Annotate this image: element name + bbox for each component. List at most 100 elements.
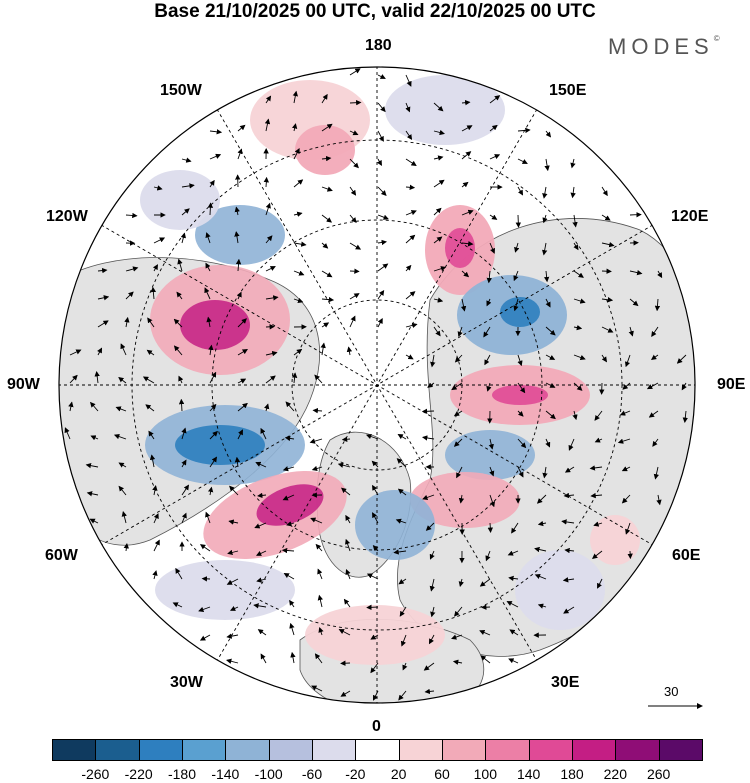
modes-logo: MODES© <box>608 34 720 59</box>
wind-vector <box>321 270 333 278</box>
wind-vector <box>349 99 362 106</box>
wind-vector <box>68 401 74 412</box>
lon-label-150e: 150E <box>549 82 587 99</box>
wind-vector <box>365 433 379 440</box>
wind-vector <box>321 123 333 132</box>
wind-vector <box>460 298 467 312</box>
wind-vector <box>321 296 335 303</box>
wind-vector <box>422 435 435 441</box>
legend-tick-label: -220 <box>124 766 153 782</box>
wind-vector <box>397 434 407 440</box>
wind-vector <box>545 382 556 388</box>
wind-vector <box>573 298 586 304</box>
wind-vector <box>311 685 323 692</box>
wind-vector <box>517 127 531 134</box>
wind-vector <box>90 401 99 412</box>
wind-vector <box>69 374 78 384</box>
wind-vector <box>256 577 267 583</box>
legend-swatch <box>572 739 617 761</box>
wind-vector <box>451 634 463 640</box>
wind-vector <box>489 466 495 477</box>
lon-label-120e: 120E <box>671 208 709 225</box>
wind-vector <box>181 459 187 468</box>
wind-vector <box>601 186 608 197</box>
wind-vector <box>255 550 267 556</box>
wind-vector <box>542 186 548 199</box>
wind-vector <box>405 234 416 244</box>
lon-label-90e: 90E <box>717 376 746 393</box>
wind-vector <box>89 518 99 524</box>
wind-vector <box>429 550 435 560</box>
wind-vector <box>321 155 332 162</box>
color-scale-legend <box>52 739 703 761</box>
wind-vector <box>289 599 295 608</box>
wind-vector <box>573 382 583 391</box>
wind-vector <box>209 129 223 135</box>
wind-vector <box>172 602 183 608</box>
map-outline <box>58 66 696 704</box>
wind-vector <box>124 316 130 328</box>
wind-vector <box>181 157 192 163</box>
wind-vector <box>479 629 491 636</box>
wind-vector <box>265 295 279 301</box>
wind-vector <box>265 266 276 272</box>
wind-vector <box>534 573 547 580</box>
wind-vector <box>422 494 435 500</box>
wind-vector <box>205 232 211 244</box>
wind-vector <box>341 436 351 442</box>
wind-vector <box>314 374 323 384</box>
wind-vector <box>153 185 163 191</box>
wind-vector <box>405 322 418 329</box>
wind-vector <box>265 202 271 216</box>
wind-vector <box>564 547 575 554</box>
wind-vector <box>629 269 643 276</box>
wind-vector <box>433 266 447 272</box>
legend-swatch <box>528 739 573 761</box>
wind-vector <box>366 604 379 611</box>
wind-vector <box>651 326 659 337</box>
wind-vector <box>317 568 323 580</box>
wind-vector <box>377 74 386 79</box>
wind-vector <box>517 158 528 164</box>
wind-vector <box>177 258 183 272</box>
wind-vector <box>481 604 491 610</box>
wind-vector <box>178 398 185 412</box>
wind-vector <box>237 429 243 440</box>
wind-vector <box>676 354 687 364</box>
wind-vector <box>254 522 267 529</box>
legend-swatch <box>355 739 400 761</box>
wind-vector <box>148 430 155 440</box>
wind-vector <box>653 466 660 480</box>
graticule <box>59 67 695 703</box>
wind-vector <box>454 354 463 363</box>
wind-vector <box>176 291 183 300</box>
wind-vector <box>285 401 295 412</box>
wind-vector <box>237 318 247 328</box>
anomaly-negative-2 <box>195 205 285 265</box>
wind-vector <box>570 158 576 169</box>
wind-vector <box>619 410 631 416</box>
polar-map[interactable] <box>0 0 750 730</box>
legend-tick-label: 180 <box>560 766 584 782</box>
wind-vector <box>263 176 270 188</box>
wind-vector <box>646 382 659 390</box>
wind-vector <box>178 375 184 384</box>
wind-vector <box>125 266 139 272</box>
wind-vector <box>237 124 246 132</box>
wind-vector <box>489 95 501 104</box>
wind-vector <box>517 354 523 367</box>
wind-vector <box>318 626 324 636</box>
wind-vector <box>429 578 435 592</box>
wind-vector <box>208 344 214 356</box>
wind-vector <box>209 403 217 412</box>
wind-vector <box>314 653 323 664</box>
wind-vector <box>123 543 130 552</box>
wind-vector <box>453 438 463 447</box>
wind-vector <box>321 93 328 104</box>
lon-label-180: 180 <box>365 37 392 54</box>
wind-vector <box>229 606 239 611</box>
wind-vector <box>652 438 659 447</box>
wind-vector <box>349 130 359 136</box>
wind-vector <box>343 598 351 608</box>
wind-vector <box>594 437 603 443</box>
